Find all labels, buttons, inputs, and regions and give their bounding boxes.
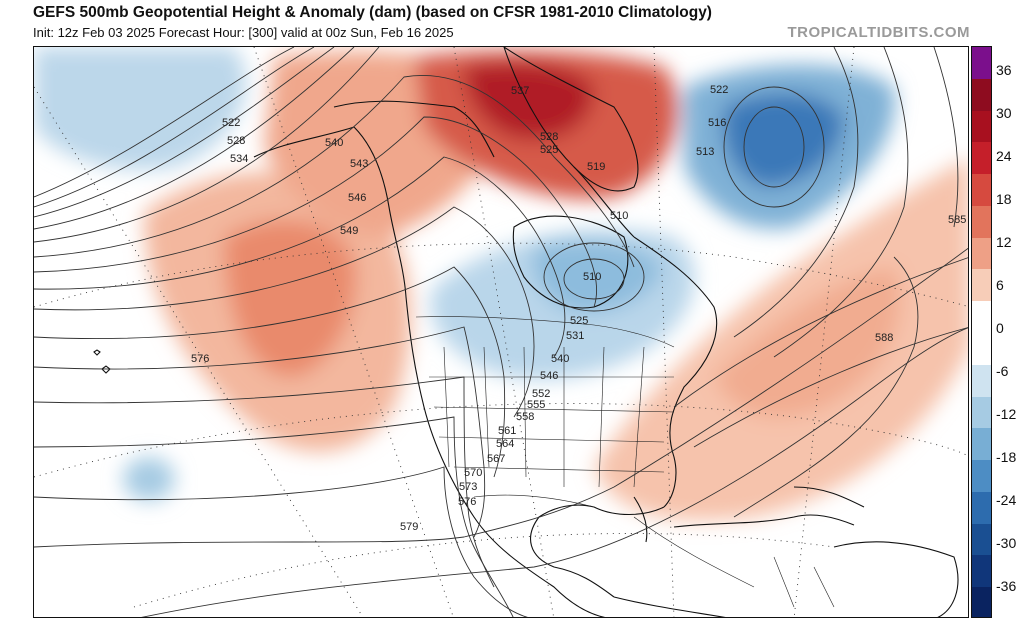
contour-label: 519 <box>587 161 605 173</box>
boundaries <box>415 316 835 608</box>
site-brand: TROPICALTIDBITS.COM <box>787 24 970 41</box>
contour-label: 546 <box>540 370 558 382</box>
contour-label: 588 <box>875 332 893 344</box>
colorbar-label: -30 <box>996 534 1017 551</box>
colorbar-segment <box>972 587 991 617</box>
contour-label: 525 <box>540 144 558 156</box>
contour-label: 528 <box>227 135 245 147</box>
colorbar-segment <box>972 428 991 461</box>
colorbar-segment <box>972 205 991 239</box>
colorbar-label: -24 <box>996 491 1017 508</box>
coastlines <box>93 47 959 617</box>
contour-label: 573 <box>459 481 477 493</box>
colorbar-segment <box>972 174 991 207</box>
contour-label: 576 <box>458 496 476 508</box>
colorbar-segment <box>972 333 991 366</box>
anomaly-map: 522 528 534 540 543 546 549 576 537 528 … <box>33 46 969 618</box>
negative-anomaly-subtropical <box>123 457 175 501</box>
contour-label: 546 <box>348 192 366 204</box>
contour-label: 579 <box>400 521 418 533</box>
contour-label: 549 <box>340 225 358 237</box>
colorbar-label: 18 <box>996 190 1012 207</box>
negative-anomaly-labrador-core <box>723 93 844 187</box>
map-subtitle: Init: 12z Feb 03 2025 Forecast Hour: [30… <box>33 25 454 40</box>
colorbar-label: -18 <box>996 448 1017 465</box>
contour-label: 516 <box>708 117 726 129</box>
contour-label: 510 <box>583 271 601 283</box>
colorbar-segment <box>972 142 991 175</box>
colorbar-label: 30 <box>996 104 1012 121</box>
colorbar-segment <box>972 237 991 271</box>
anomaly-colorbar <box>971 46 992 618</box>
map-title: GEFS 500mb Geopotential Height & Anomaly… <box>33 4 712 21</box>
contour-label: 537 <box>511 85 529 97</box>
contour-label: 570 <box>464 467 482 479</box>
contour-label: 576 <box>191 353 209 365</box>
contour-label: 534 <box>230 153 248 165</box>
contour-label: 543 <box>350 158 368 170</box>
contour-label: 525 <box>570 315 588 327</box>
contour-labels: 522 528 534 540 543 546 549 576 537 528 … <box>191 84 966 533</box>
contour-label: 561 <box>498 425 516 437</box>
colorbar-segment <box>972 460 991 493</box>
colorbar-segment <box>972 555 991 588</box>
contour-label: 540 <box>325 137 343 149</box>
colorbar-segment <box>972 523 991 557</box>
colorbar-label: 6 <box>996 276 1004 293</box>
colorbar-label: 24 <box>996 147 1012 164</box>
negative-anomaly-aleutian <box>34 47 246 170</box>
contour-label: 567 <box>487 453 505 465</box>
map-canvas: 522 528 534 540 543 546 549 576 537 528 … <box>34 47 968 617</box>
contour-label: 510 <box>610 210 628 222</box>
negative-anomaly-trough-core <box>533 239 664 313</box>
colorbar-segment <box>972 491 991 525</box>
contour-label: 528 <box>540 131 558 143</box>
colorbar-segment <box>972 110 991 143</box>
contour-label: 531 <box>566 330 584 342</box>
colorbar-label: -6 <box>996 362 1009 379</box>
colorbar-label: 0 <box>996 319 1004 336</box>
contour-label: 522 <box>710 84 728 96</box>
colorbar-segment <box>972 78 991 112</box>
colorbar-label: 12 <box>996 233 1012 250</box>
positive-anomaly-greenland-core <box>464 62 594 140</box>
colorbar-label: -36 <box>996 577 1017 594</box>
contour-label: 555 <box>527 399 545 411</box>
graticule <box>34 47 968 617</box>
contour-label: 513 <box>696 146 714 158</box>
contour-label: 522 <box>222 117 240 129</box>
contour-label: 564 <box>496 438 514 450</box>
contour-label: 558 <box>516 411 534 423</box>
height-contours <box>34 47 968 617</box>
colorbar-segment <box>972 396 991 429</box>
positive-anomaly-atlantic-core <box>714 267 901 417</box>
contour-label: 540 <box>551 353 569 365</box>
colorbar-segment <box>972 47 991 80</box>
colorbar-segment <box>972 301 991 334</box>
contour-label: 552 <box>532 388 550 400</box>
contour-label: 585 <box>948 214 966 226</box>
colorbar-segment <box>972 269 991 302</box>
colorbar-segment <box>972 364 991 398</box>
colorbar-label: 36 <box>996 62 1012 78</box>
colorbar-label: -12 <box>996 405 1017 422</box>
